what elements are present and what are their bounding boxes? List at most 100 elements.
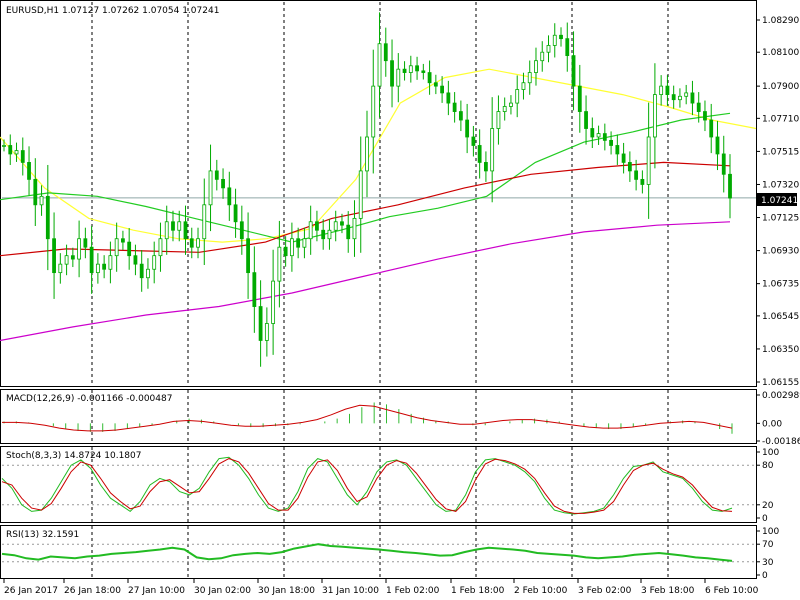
candle-body <box>509 102 513 107</box>
time-axis: 26 Jan 2017 26 Jan 18:00 27 Jan 10:00 30 Ja… <box>3 579 759 596</box>
candle-body <box>365 136 369 172</box>
x-tick-label: 30 Jan 18:00 <box>258 586 315 596</box>
x-tick-label: 3 Feb 02:00 <box>578 586 632 596</box>
candle-body <box>377 43 382 87</box>
rsi-grid <box>2 526 756 578</box>
stoch-y-axis: 100 80 20 0 <box>756 448 779 524</box>
candle-body <box>527 72 532 84</box>
y-tick-label: 0.00 <box>762 419 782 429</box>
moving-average-ma_fast <box>0 68 757 243</box>
price-panel-title: EURUSD,H1 1.07127 1.07262 1.07054 1.0724… <box>6 6 219 16</box>
moving-average-ma_long <box>0 221 731 342</box>
stoch-lines <box>1 456 733 515</box>
candle-body <box>214 170 219 180</box>
candle-body <box>602 133 607 141</box>
moving-averages <box>0 68 757 342</box>
candle-body <box>696 102 701 112</box>
candle-body <box>383 43 388 62</box>
candle-body <box>327 229 332 240</box>
y-tick-label: -0.001862 <box>762 437 800 447</box>
y-tick-label: 80 <box>762 461 774 471</box>
y-tick-label: 1.08290 <box>762 16 799 26</box>
x-tick-label: 31 Jan 10:00 <box>322 586 379 596</box>
candle-body <box>315 221 319 231</box>
candle-body <box>415 65 419 72</box>
candle-body <box>308 221 313 240</box>
rsi-panel: RSI(13) 32.1591 100 70 30 0 <box>0 525 779 581</box>
candle-body <box>659 85 664 96</box>
y-tick-label: 30 <box>762 558 774 568</box>
candle-body <box>402 68 407 73</box>
candle-body <box>114 238 119 257</box>
candle-body <box>27 162 31 180</box>
y-tick-label: 0 <box>762 514 768 524</box>
candle-body <box>703 111 707 121</box>
current-price-marker: 1.07241 <box>757 193 798 206</box>
candle-body <box>121 238 125 243</box>
candle-body <box>39 195 44 206</box>
macd-panel: MACD(12,26,9) -0.001166 -0.000487 0.0029… <box>0 389 800 447</box>
candle-body <box>83 238 88 248</box>
candle-body <box>52 238 56 274</box>
candle-body <box>609 139 613 146</box>
y-tick-label: 1.07710 <box>762 114 799 124</box>
candle-body <box>227 187 232 206</box>
candle-body <box>571 55 576 87</box>
candle-body <box>271 280 276 324</box>
candle-body <box>2 145 6 147</box>
macd-signal-line <box>2 404 733 432</box>
candle-body <box>208 170 213 206</box>
candle-body <box>490 128 495 172</box>
candle-body <box>534 60 538 73</box>
candle-body <box>577 85 582 112</box>
y-tick-label: 20 <box>762 501 774 511</box>
candle-body <box>427 72 432 84</box>
y-tick-label: 1.06545 <box>762 312 799 322</box>
candle-body <box>440 85 445 94</box>
candle-body <box>652 94 657 138</box>
candle-body <box>340 221 344 226</box>
price-candles <box>2 12 732 367</box>
candle-body <box>33 178 38 206</box>
stoch-panel-frame <box>0 446 757 523</box>
current-price-label: 1.07241 <box>761 196 798 206</box>
candle-body <box>58 263 63 274</box>
stoch-title: Stoch(8,3,3) 14.8724 10.1807 <box>6 451 141 461</box>
y-tick-label: 70 <box>762 540 774 550</box>
candle-body <box>671 94 676 101</box>
candle-body <box>296 238 301 248</box>
macd-grid <box>91 390 669 443</box>
candle-body <box>70 255 75 260</box>
x-tick-label: 1 Feb 18:00 <box>451 586 505 596</box>
candle-body <box>565 38 570 57</box>
candle-body <box>728 173 732 199</box>
candle-body <box>152 255 157 270</box>
candle-body <box>496 111 501 129</box>
candle-body <box>258 306 263 341</box>
candle-body <box>333 221 338 231</box>
rsi-y-axis: 100 70 30 0 <box>756 527 779 581</box>
stoch-signal-line <box>1 458 733 514</box>
x-tick-label: 2 Feb 10:00 <box>514 586 568 596</box>
rsi-panel-frame <box>0 525 757 579</box>
x-tick-label: 6 Feb 10:00 <box>705 586 759 596</box>
candle-body <box>634 170 639 180</box>
candle-body <box>552 34 557 46</box>
candle-body <box>202 204 207 240</box>
candle-body <box>684 92 689 97</box>
candle-body <box>540 51 545 62</box>
y-tick-label: 1.06735 <box>762 280 799 290</box>
y-tick-label: 1.07900 <box>762 82 799 92</box>
candle-body <box>502 106 507 112</box>
candle-body <box>45 195 50 240</box>
candle-body <box>283 246 288 257</box>
candle-body <box>433 82 438 87</box>
x-tick-label: 1 Feb 02:00 <box>386 586 440 596</box>
candle-body <box>358 170 363 219</box>
candle-body <box>20 150 25 163</box>
candle-body <box>458 111 463 121</box>
x-tick-label: 26 Jan 18:00 <box>64 586 121 596</box>
stoch-main-line <box>1 456 733 515</box>
candle-body <box>715 136 720 155</box>
candle-body <box>396 68 401 87</box>
